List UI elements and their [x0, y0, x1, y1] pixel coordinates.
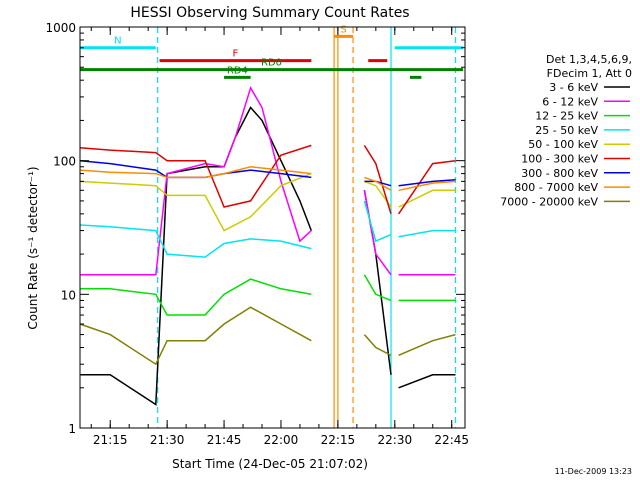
plot-body: N S F RD0 RD4	[80, 24, 464, 428]
legend-title-line-2: FDecim 1, Att 0	[547, 67, 632, 80]
series-line	[80, 144, 456, 215]
legend-title-line-1: Det 1,3,4,5,6,9,	[546, 53, 632, 66]
legend-label: 300 - 800 keV	[521, 167, 598, 180]
series-line	[80, 274, 456, 316]
x-tick-label: 22:00	[264, 433, 299, 447]
legend-label: 50 - 100 keV	[528, 138, 598, 151]
x-axis-label: Start Time (24-Dec-05 21:07:02)	[172, 457, 368, 471]
y-tick-label: 10	[61, 288, 76, 302]
x-tick-label: 21:30	[150, 433, 185, 447]
y-tick-label: 1000	[45, 21, 76, 35]
timestamp-label: 11-Dec-2009 13:23	[555, 467, 632, 476]
y-tick-label: 100	[53, 155, 76, 169]
flag-bar-label: N	[114, 36, 121, 47]
y-tick-label: 1	[68, 422, 76, 436]
legend-label: 6 - 12 keV	[542, 95, 598, 108]
x-tick-label: 22:45	[434, 433, 469, 447]
x-tick-label: 21:45	[207, 433, 242, 447]
flag-bar-label: S	[340, 24, 346, 35]
x-tick-label: 21:15	[93, 433, 128, 447]
series-line	[80, 200, 456, 258]
series-line	[80, 172, 456, 232]
legend-label: 3 - 6 keV	[549, 81, 598, 94]
chart-title: HESSI Observing Summary Count Rates	[130, 5, 409, 21]
y-axis-label: Count Rate (s⁻¹ detector⁻¹)	[26, 166, 40, 329]
flag-bar-label: F	[233, 49, 239, 60]
axes: 21:15 21:30 21:45 22:00 22:15 22:30 22:45 1 10 10…	[45, 21, 469, 447]
legend-label: 800 - 7000 keV	[514, 181, 598, 194]
series-line	[80, 166, 456, 192]
series-line	[80, 306, 456, 366]
legend-label: 100 - 300 keV	[521, 153, 598, 166]
legend-label: 12 - 25 keV	[535, 110, 598, 123]
flag-bar-label: RD0	[261, 58, 282, 69]
legend-label: 25 - 50 keV	[535, 124, 598, 137]
plot-frame	[79, 26, 466, 429]
x-tick-label: 22:30	[378, 433, 413, 447]
legend-label: 7000 - 20000 keV	[500, 195, 598, 208]
x-tick-label: 22:15	[321, 433, 356, 447]
flag-bar-label: RD4	[227, 65, 248, 76]
